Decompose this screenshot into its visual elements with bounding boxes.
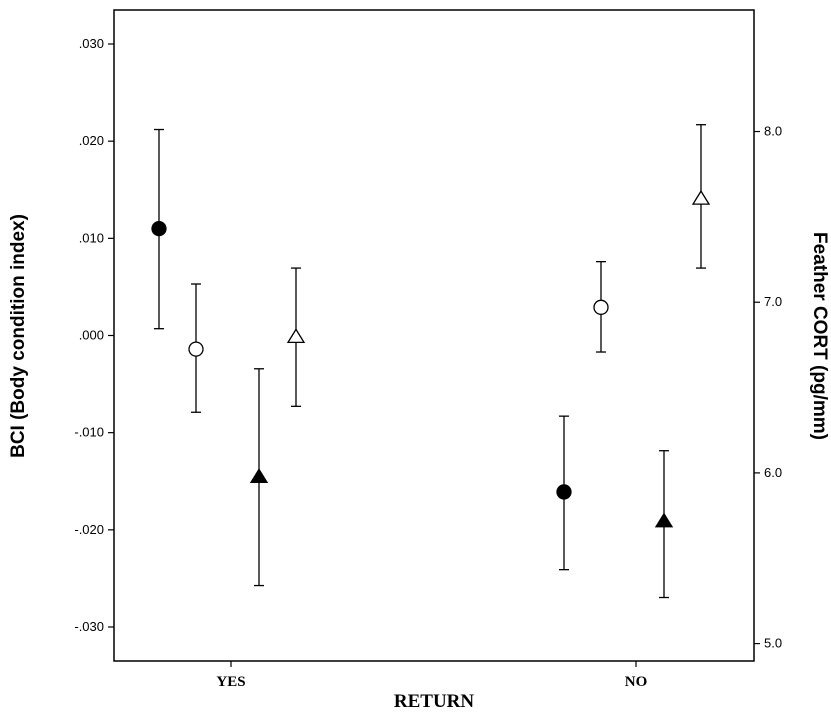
right-tick-label: 7.0 <box>764 294 782 309</box>
filled-triangle-marker <box>654 512 674 528</box>
filled-triangle-marker <box>249 468 269 483</box>
x-axis-ticks: YES NO <box>216 661 647 690</box>
filled-circle-marker <box>151 220 167 237</box>
open-circle-marker <box>593 299 609 315</box>
left-tick-label: .010 <box>79 230 104 245</box>
open-triangle-marker <box>691 189 711 205</box>
left-tick-label: .030 <box>79 36 104 51</box>
filled-circle-marker <box>556 484 572 500</box>
x-tick-label: YES <box>216 674 245 690</box>
right-tick-label: 6.0 <box>764 465 782 480</box>
plot-frame <box>113 9 755 662</box>
left-tick-label: .020 <box>79 133 104 148</box>
left-axis-title: BCI (Body condition index) <box>8 214 29 458</box>
right-axis-title: Feather CORT (pg/mm) <box>809 232 830 440</box>
left-tick-label: -.010 <box>74 425 104 440</box>
left-tick-label: -.020 <box>74 522 104 537</box>
left-axis-ticks: .030 .020 .010 .000 -.010 -.020 -.030 <box>74 36 114 634</box>
x-tick-label: NO <box>625 674 648 690</box>
right-tick-label: 5.0 <box>764 636 782 651</box>
open-triangle-marker <box>286 328 306 344</box>
right-tick-label: 8.0 <box>764 124 782 139</box>
right-axis-ticks: 8.0 7.0 6.0 5.0 <box>754 124 782 651</box>
x-axis-title: RETURN <box>394 691 475 712</box>
left-tick-label: -.030 <box>74 619 104 634</box>
left-tick-label: .000 <box>79 328 104 343</box>
data-marks <box>151 124 711 599</box>
open-circle-marker <box>188 341 204 357</box>
